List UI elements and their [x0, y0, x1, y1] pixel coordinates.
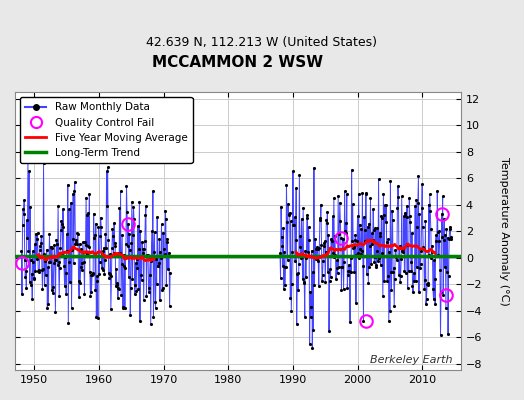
- Text: Berkeley Earth: Berkeley Earth: [369, 354, 452, 364]
- Legend: Raw Monthly Data, Quality Control Fail, Five Year Moving Average, Long-Term Tren: Raw Monthly Data, Quality Control Fail, …: [20, 97, 192, 163]
- Title: MCCAMMON 2 WSW: MCCAMMON 2 WSW: [152, 55, 323, 70]
- Text: 42.639 N, 112.213 W (United States): 42.639 N, 112.213 W (United States): [147, 36, 377, 49]
- Y-axis label: Temperature Anomaly (°C): Temperature Anomaly (°C): [499, 157, 509, 306]
